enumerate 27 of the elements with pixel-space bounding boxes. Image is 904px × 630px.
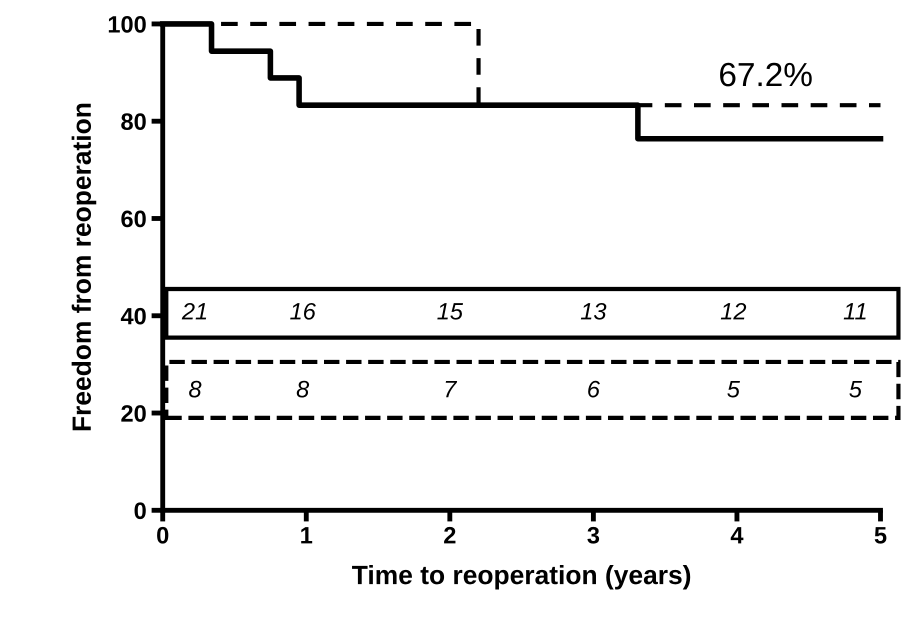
annotation: 8 — [296, 380, 310, 398]
annotation: 67.2% — [720, 62, 812, 86]
annotation: 5 — [727, 381, 740, 398]
y-tick-label: 40 — [120, 308, 146, 325]
x-tick-label: 4 — [730, 527, 744, 544]
annotation: 13 — [580, 302, 606, 320]
annotation: 11 — [844, 303, 866, 320]
annotation: 7 — [446, 381, 458, 398]
x-tick-label: 1 — [301, 527, 312, 544]
annotation: 16 — [290, 302, 316, 320]
y-axis-title: Freedom from reoperation — [72, 104, 96, 430]
annotation: 6 — [588, 380, 600, 398]
y-tick-label: 60 — [121, 210, 146, 228]
annotation: 8 — [189, 380, 202, 398]
x-tick-label: 3 — [587, 526, 600, 544]
y-tick-label: 80 — [121, 113, 146, 130]
x-tick-label: 0 — [157, 526, 168, 544]
annotation: 12 — [720, 302, 746, 320]
annotation: 15 — [437, 303, 464, 320]
x-tick-label: 5 — [874, 527, 886, 544]
annotation: 21 — [182, 302, 206, 320]
x-axis-title: Time to reoperation (years) — [352, 564, 690, 590]
x-tick-label: 2 — [444, 526, 456, 544]
y-tick-label: 100 — [108, 16, 146, 33]
y-tick-label: 0 — [134, 502, 146, 520]
annotation: 5 — [849, 381, 862, 398]
y-tick-label: 20 — [121, 405, 146, 422]
